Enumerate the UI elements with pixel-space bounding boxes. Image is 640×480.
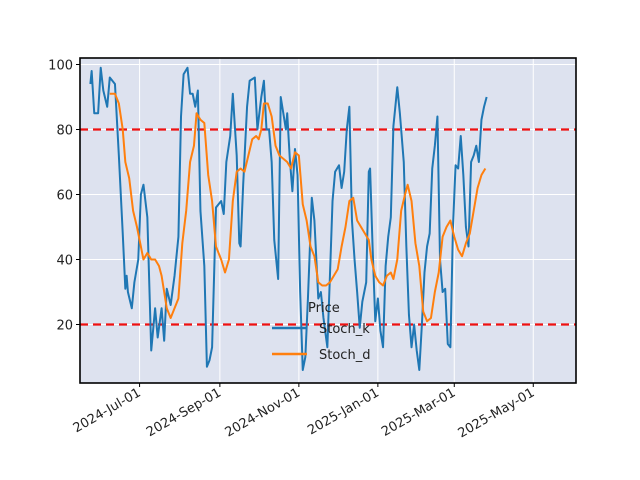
y-tick-label: 80 — [56, 124, 73, 139]
series-layer — [89, 66, 488, 371]
y-tick-label: 100 — [48, 59, 73, 74]
x-tick-label: 2025-Mar-01 — [379, 385, 458, 439]
series-line-stoch_k — [89, 66, 488, 371]
series-line-stoch_d — [109, 92, 487, 323]
y-tick-label: 20 — [56, 319, 73, 334]
legend: Price Stoch_k Stoch_d — [272, 301, 370, 363]
legend-label-stoch_d: Stoch_d — [319, 348, 370, 363]
grid-lines — [80, 58, 576, 383]
legend-label-stoch_k: Stoch_k — [319, 322, 370, 337]
x-tick-label: 2024-Nov-01 — [223, 385, 303, 440]
y-tick-label: 40 — [56, 254, 73, 269]
plot-frame — [79, 57, 577, 384]
x-tick-label: 2025-Jan-01 — [305, 385, 382, 438]
x-tick-label: 2024-Sep-01 — [144, 385, 224, 440]
x-tick-label: 2024-Jul-01 — [71, 385, 144, 436]
x-tick-label: 2025-May-01 — [456, 385, 538, 441]
y-axis: 20 40 60 80 100 — [48, 59, 80, 334]
y-tick-label: 60 — [56, 189, 73, 204]
legend-title: Price — [308, 301, 340, 316]
